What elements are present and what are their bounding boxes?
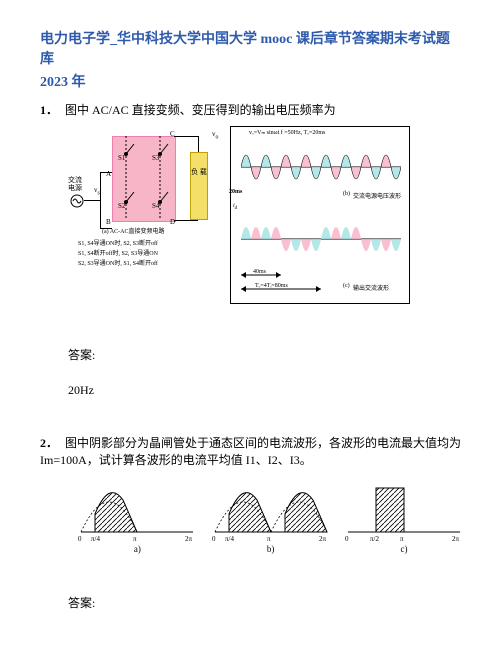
label-id: id xyxy=(233,203,237,211)
svg-text:π: π xyxy=(267,535,271,542)
question-2: 2． 图中阴影部分为晶闸管处于通态区间的电流波形，各波形的电流最大值均为Im=1… xyxy=(40,434,462,611)
label-b: B xyxy=(106,218,111,226)
q1-figure: 交流 电源 xyxy=(68,126,462,306)
dim-40ms: 40ms xyxy=(253,269,267,275)
thumb-b-label: b) xyxy=(207,544,335,554)
dim-80ms: Tₒ=4Tᵢ=80ms xyxy=(255,283,288,289)
label-c: (c) xyxy=(343,283,350,289)
wave-eq: vₒ=Vₘ sinωt f =50Hz, Tₒ=20ms xyxy=(249,129,325,136)
q1-text: 图中 AC/AC 直接变频、变压得到的输出电压频率为 xyxy=(65,103,336,117)
note-2: S2, S3导通ON时, S1, S4断开off xyxy=(78,258,158,267)
load-box: 负 载 xyxy=(190,152,208,220)
svg-text:0: 0 xyxy=(345,535,349,542)
svg-text:π: π xyxy=(133,535,137,542)
q2-answer-label: 答案: xyxy=(68,594,462,611)
circuit-caption: (a) AC-AC直接变频电路 xyxy=(102,226,202,235)
circuit-diagram: 交流 电源 xyxy=(68,132,226,272)
svg-text:π/4: π/4 xyxy=(225,535,234,542)
thumb-c-label: c) xyxy=(340,544,468,554)
label-source: 交流 电源 xyxy=(66,176,84,192)
q2-figure: 0 π/4 π 2π a) 0 π/4 π 2π b) xyxy=(68,478,468,554)
doc-title-line2: 2023 年 xyxy=(40,73,462,93)
label-s3: S3 xyxy=(152,154,159,162)
note-1: S1, S4断开off时, S2, S3导通ON xyxy=(78,248,158,257)
q2-text: 图中阴影部分为晶闸管处于通态区间的电流波形，各波形的电流最大值均为Im=100A… xyxy=(40,436,461,467)
svg-text:π: π xyxy=(400,535,404,542)
thumb-a: 0 π/4 π 2π a) xyxy=(73,478,201,554)
q1-number: 1． xyxy=(40,101,62,118)
svg-text:0: 0 xyxy=(212,535,216,542)
svg-text:2π: 2π xyxy=(452,535,460,542)
label-a: A xyxy=(106,170,111,178)
doc-title-line1: 电力电子学_华中科技大学中国大学 mooc 课后章节答案期末考试题库 xyxy=(40,30,462,69)
q1-answer-label: 答案: xyxy=(68,346,462,363)
waveform-panel: vₒ=Vₘ sinωt f =50Hz, Tₒ=20ms xyxy=(230,126,410,304)
label-s2: S2 xyxy=(118,202,125,210)
label-vs: vs xyxy=(94,186,100,196)
label-b: (b) xyxy=(343,191,350,197)
question-1: 1． 图中 AC/AC 直接变频、变压得到的输出电压频率为 交流 电源 xyxy=(40,101,462,398)
q1-answer-value: 20Hz xyxy=(68,383,462,398)
thumb-a-label: a) xyxy=(73,544,201,554)
svg-text:π/4: π/4 xyxy=(91,535,100,542)
label-s1: S1 xyxy=(118,154,125,162)
label-vo: vo xyxy=(212,130,218,140)
svg-text:0: 0 xyxy=(78,535,82,542)
caption-c: 输出交流波形 xyxy=(353,283,389,292)
label-20ms: 20ms xyxy=(229,189,242,195)
svg-text:2π: 2π xyxy=(185,535,193,542)
caption-b: 交流电源电压波形 xyxy=(353,191,401,200)
svg-text:π/2: π/2 xyxy=(370,535,379,542)
thumb-b: 0 π/4 π 2π b) xyxy=(207,478,335,554)
label-s4: S4 xyxy=(152,202,159,210)
thumb-c: 0 π/2 π 2π c) xyxy=(340,478,468,554)
q2-number: 2． xyxy=(40,434,62,451)
note-0: S1, S4导通ON时, S2, S3断开off xyxy=(78,238,158,247)
svg-text:2π: 2π xyxy=(319,535,327,542)
